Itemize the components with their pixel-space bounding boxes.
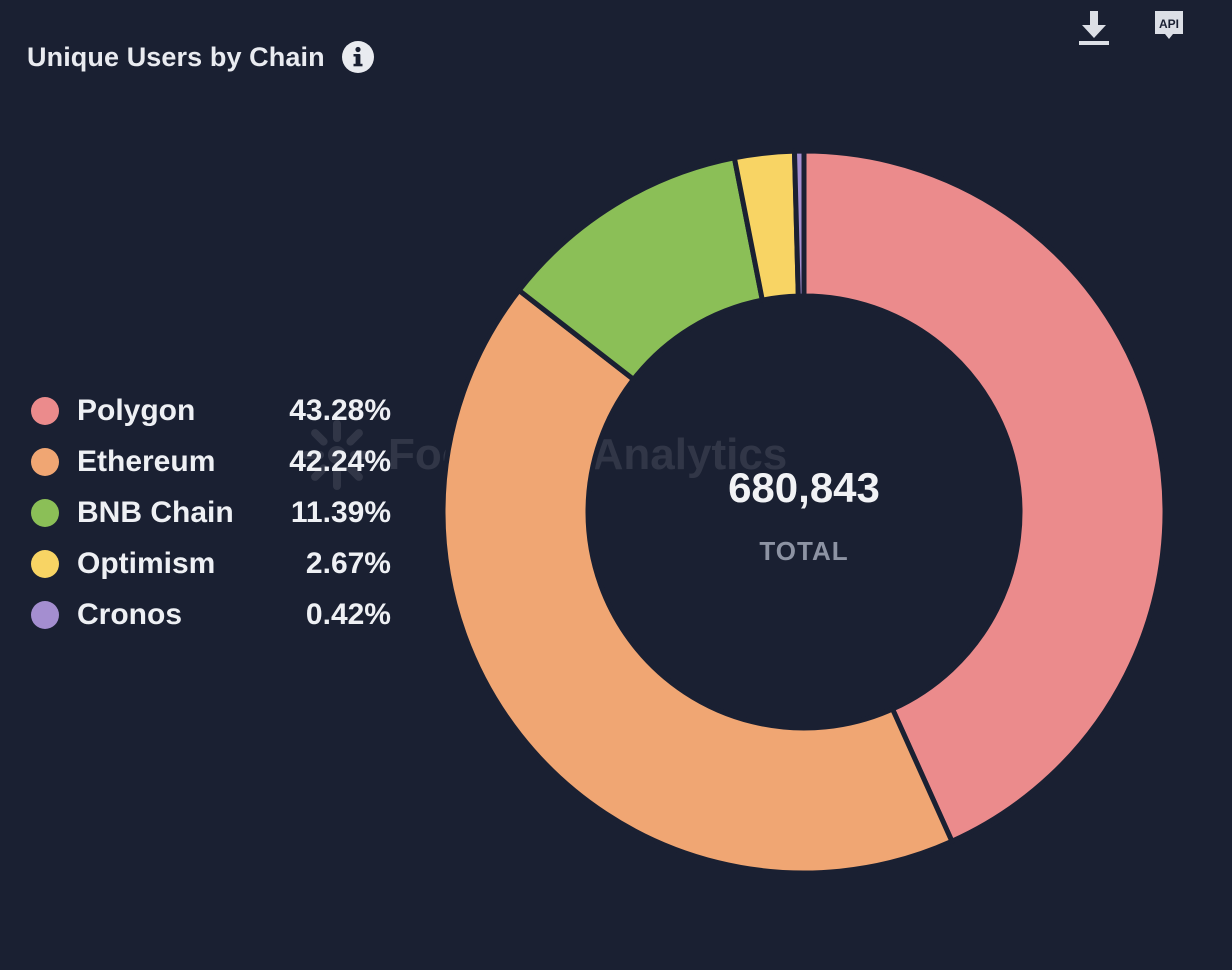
legend-value: 43.28% bbox=[289, 393, 391, 427]
legend-swatch bbox=[31, 396, 59, 425]
legend-item-optimism[interactable]: Optimism 2.67% bbox=[31, 538, 391, 589]
api-label: API bbox=[1159, 17, 1179, 31]
total-value: 680,843 bbox=[728, 464, 880, 511]
legend-label: Optimism bbox=[77, 546, 216, 580]
legend-label: Polygon bbox=[77, 393, 196, 427]
donut-slice-cronos[interactable] bbox=[791, 148, 807, 299]
legend-value: 2.67% bbox=[305, 546, 391, 580]
download-icon[interactable] bbox=[1074, 8, 1114, 48]
total-label: TOTAL bbox=[759, 536, 848, 566]
chart-header: Unique Users by Chain bbox=[27, 40, 375, 74]
legend-value: 11.39% bbox=[290, 495, 391, 529]
legend-item-polygon[interactable]: Polygon 43.28% bbox=[31, 385, 391, 436]
chart-title: Unique Users by Chain bbox=[27, 41, 325, 72]
chart-legend: Polygon 43.28% Ethereum 42.24% BNB Chain… bbox=[31, 385, 391, 640]
info-icon[interactable] bbox=[341, 40, 375, 74]
legend-swatch bbox=[31, 600, 59, 629]
legend-label: Cronos bbox=[77, 597, 182, 631]
legend-label: Ethereum bbox=[77, 444, 216, 478]
legend-item-bnb-chain[interactable]: BNB Chain 11.39% bbox=[31, 487, 391, 538]
legend-swatch bbox=[31, 447, 59, 476]
donut-slice-polygon[interactable] bbox=[801, 148, 1168, 844]
legend-swatch bbox=[31, 549, 59, 578]
legend-swatch bbox=[31, 498, 59, 527]
legend-item-ethereum[interactable]: Ethereum 42.24% bbox=[31, 436, 391, 487]
api-icon[interactable]: API bbox=[1149, 8, 1189, 48]
donut-slice-ethereum[interactable] bbox=[440, 287, 955, 876]
donut-slices bbox=[440, 148, 1168, 876]
legend-value: 42.24% bbox=[289, 444, 391, 478]
legend-value: 0.42% bbox=[305, 597, 391, 631]
legend-item-cronos[interactable]: Cronos 0.42% bbox=[31, 589, 391, 640]
legend-label: BNB Chain bbox=[77, 495, 234, 529]
